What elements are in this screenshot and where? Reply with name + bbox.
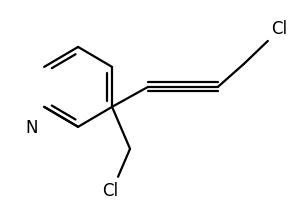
Text: N: N	[26, 118, 38, 136]
Text: Cl: Cl	[102, 181, 118, 199]
Text: Cl: Cl	[271, 20, 287, 38]
